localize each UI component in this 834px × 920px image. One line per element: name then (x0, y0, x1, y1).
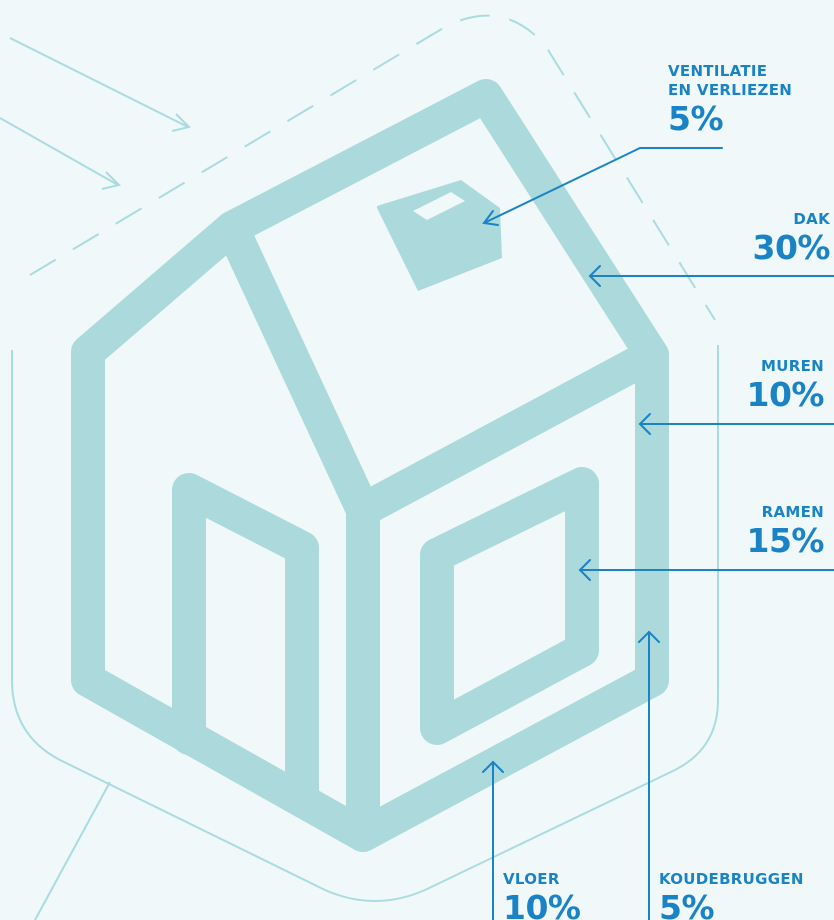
house-window (420, 467, 599, 745)
arrow-koudebruggen (638, 630, 660, 920)
label-ramen: RAMEN 15% (747, 503, 825, 557)
decor-line-left (0, 117, 119, 186)
house-roof-outline (215, 79, 669, 527)
arrow-dak (588, 265, 834, 287)
arrow-muren (638, 413, 834, 435)
arrow-vloer (482, 760, 504, 920)
chimney (377, 180, 502, 291)
house-right-wall (346, 338, 669, 852)
house-door (172, 473, 319, 817)
arrow-ramen (578, 559, 834, 581)
label-ramen-percentage: 15% (746, 521, 825, 560)
decor-arrowhead-2 (101, 171, 121, 190)
label-dak-percentage: 30% (752, 228, 831, 267)
label-koudebruggen: KOUDEBRUGGEN 5% (659, 870, 804, 920)
label-muren: MUREN 10% (747, 357, 825, 411)
label-ventilatie: VENTILATIE EN VERLIEZEN 5% (668, 62, 792, 135)
hexagon-outline (11, 345, 719, 902)
label-vloer: VLOER 10% (503, 870, 581, 920)
label-vloer-name: VLOER (503, 870, 560, 888)
house (71, 79, 669, 852)
label-koudebruggen-name: KOUDEBRUGGEN (659, 870, 804, 888)
label-muren-name: MUREN (761, 357, 824, 375)
arrow-ventilatie (482, 147, 723, 226)
decor-arrowhead-1 (171, 113, 191, 132)
pointer-arrows (482, 147, 834, 920)
label-ramen-name: RAMEN (761, 503, 824, 521)
house-left-wall (71, 211, 380, 852)
chimney-slot (413, 192, 465, 220)
decor-line-top (9, 37, 189, 128)
label-koudebruggen-percentage: 5% (659, 888, 715, 920)
label-muren-percentage: 10% (746, 375, 825, 414)
label-dak: DAK 30% (753, 210, 831, 264)
label-vloer-percentage: 10% (503, 888, 581, 920)
label-dak-name: DAK (793, 210, 830, 228)
label-ventilatie-name-line1: VENTILATIE (668, 62, 768, 80)
label-ventilatie-percentage: 5% (668, 99, 724, 138)
decor-line-bottom (34, 781, 111, 920)
label-ventilatie-name-line2: EN VERLIEZEN (668, 81, 793, 99)
